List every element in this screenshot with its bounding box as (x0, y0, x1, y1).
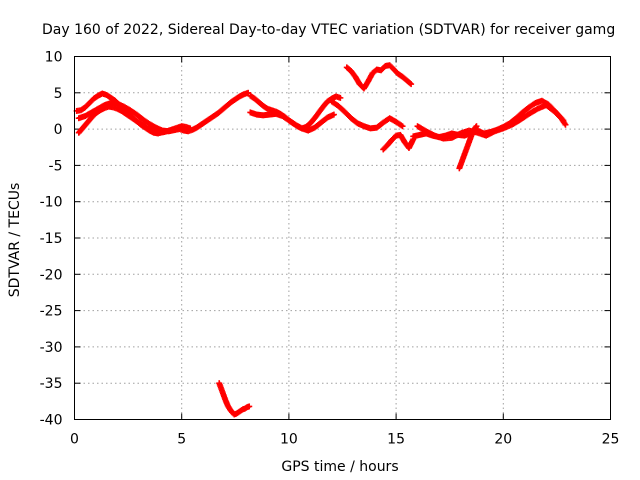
y-tick-label: -40 (40, 413, 63, 429)
y-tick-label: 0 (54, 122, 63, 138)
y-tick-label: -30 (40, 340, 63, 356)
x-tick-label: 25 (602, 432, 620, 448)
y-tick-label: -10 (40, 195, 63, 211)
data-point (562, 121, 569, 128)
y-tick-label: 10 (45, 50, 63, 66)
data-point (337, 94, 344, 101)
y-tick-label: -25 (40, 304, 63, 320)
grid (74, 56, 611, 420)
x-tick-label: 15 (387, 432, 405, 448)
y-tick-label: -35 (40, 376, 63, 392)
data-point (407, 80, 414, 87)
data-point (178, 123, 185, 130)
x-tick-label: 20 (494, 432, 512, 448)
data-point (330, 111, 337, 118)
x-axis-label: GPS time / hours (281, 459, 398, 475)
data-points (73, 62, 569, 418)
y-tick-label: 5 (54, 86, 63, 102)
y-tick-label: -15 (40, 231, 63, 247)
chart-title: Day 160 of 2022, Sidereal Day-to-day VTE… (42, 22, 615, 38)
y-tick-label: -5 (49, 158, 63, 174)
y-tick-label: -20 (40, 267, 63, 283)
data-point (399, 123, 406, 130)
y-axis-label: SDTVAR / TECUs (7, 183, 23, 298)
data-point (560, 117, 567, 124)
x-tick-label: 0 (70, 432, 79, 448)
x-tick-label: 10 (280, 432, 298, 448)
data-point (408, 81, 415, 88)
plot-frame (74, 56, 611, 420)
data-point (473, 123, 480, 130)
data-point (559, 116, 566, 123)
data-point (246, 403, 253, 410)
x-tick-label: 5 (177, 432, 186, 448)
data-point (187, 125, 194, 132)
